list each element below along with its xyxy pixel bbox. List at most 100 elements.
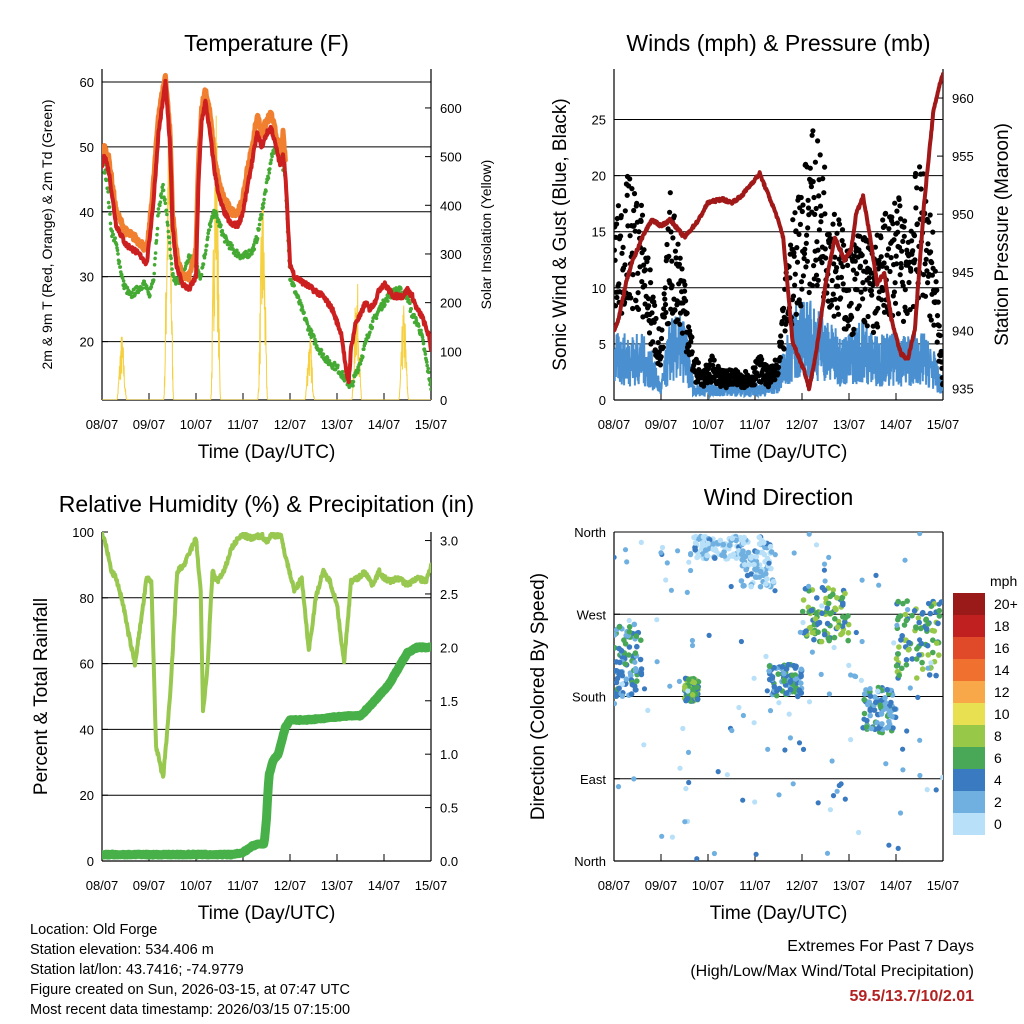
direction-point xyxy=(861,696,867,703)
dewpoint-point xyxy=(165,212,169,217)
y2-tick-label: 1.0 xyxy=(440,747,458,762)
gust-point xyxy=(839,238,845,244)
direction-point xyxy=(873,699,879,706)
direction-point xyxy=(925,652,931,658)
gust-point xyxy=(897,203,903,209)
gust-point xyxy=(894,261,900,267)
direction-point xyxy=(842,796,848,802)
direction-point xyxy=(645,707,651,714)
direction-point xyxy=(818,671,824,678)
dewpoint-point xyxy=(157,210,161,215)
gust-point xyxy=(793,228,799,234)
gust-point xyxy=(649,310,655,316)
x-axis-label: Time (Day/UTC) xyxy=(198,903,336,924)
gust-point xyxy=(882,223,888,229)
direction-point xyxy=(751,561,757,568)
dewpoint-point xyxy=(158,200,163,204)
direction-point xyxy=(863,724,870,730)
direction-point xyxy=(825,600,832,607)
direction-point xyxy=(839,595,845,602)
gust-point xyxy=(662,301,669,308)
direction-point xyxy=(936,601,942,607)
gust-point xyxy=(920,171,926,177)
gust-point xyxy=(883,210,889,216)
dewpoint-point xyxy=(356,368,361,372)
gust-point xyxy=(913,170,919,177)
direction-point xyxy=(861,691,868,697)
dewpoint-point xyxy=(153,256,157,261)
dewpoint-point xyxy=(105,186,110,190)
x-tick-label: 13/07 xyxy=(321,417,354,432)
legend-swatch xyxy=(953,593,985,615)
dewpoint-point xyxy=(361,354,365,359)
panel-2: Winds (mph) & Pressure (mb) 08/07 09/07 10/… xyxy=(550,30,1013,463)
gust-point xyxy=(628,295,634,301)
gust-point xyxy=(688,339,694,345)
gust-point xyxy=(815,247,821,253)
gust-point xyxy=(804,258,811,264)
gust-point xyxy=(790,217,796,223)
gust-point xyxy=(892,280,898,286)
dewpoint-point xyxy=(103,171,107,175)
dewpoint-point xyxy=(425,363,430,368)
gust-point xyxy=(834,305,841,311)
gust-point xyxy=(618,213,624,219)
direction-point xyxy=(813,542,820,548)
direction-point xyxy=(618,647,625,654)
direction-point xyxy=(740,797,746,803)
direction-point xyxy=(743,566,749,573)
direction-point xyxy=(930,649,936,656)
gust-point xyxy=(673,255,679,261)
direction-point xyxy=(736,704,742,711)
direction-point xyxy=(704,552,710,559)
direction-point xyxy=(815,800,821,806)
direction-point xyxy=(806,583,812,589)
gust-point xyxy=(875,305,881,311)
x-axis-label: Time (Day/UTC) xyxy=(198,442,336,463)
direction-point xyxy=(741,534,747,541)
gust-point xyxy=(822,211,828,217)
direction-point xyxy=(614,701,618,707)
direction-point xyxy=(685,676,692,683)
gust-point xyxy=(660,344,667,350)
direction-point xyxy=(764,576,770,582)
gust-point xyxy=(811,263,817,269)
x-tick-label: 08/07 xyxy=(598,417,631,432)
gust-point xyxy=(648,280,654,286)
direction-point xyxy=(809,649,816,655)
gust-point xyxy=(710,362,716,368)
gust-point xyxy=(614,221,620,227)
dewpoint-point xyxy=(300,305,305,309)
direction-point xyxy=(688,567,694,574)
direction-point xyxy=(756,574,763,580)
direction-point xyxy=(766,560,772,566)
gust-point xyxy=(879,297,885,303)
direction-point xyxy=(632,650,639,656)
dewpoint-point xyxy=(148,293,152,298)
x-tick-label: 09/07 xyxy=(133,878,166,893)
direction-point xyxy=(689,637,696,644)
gust-point xyxy=(896,244,903,250)
gust-point xyxy=(850,331,856,337)
gust-point xyxy=(927,212,933,218)
gust-point xyxy=(679,266,685,272)
gust-point xyxy=(862,286,868,292)
dewpoint-point xyxy=(423,352,428,356)
x-tick-label: 08/07 xyxy=(86,878,119,893)
gust-point xyxy=(860,296,866,302)
direction-point xyxy=(856,829,862,836)
y2-tick-label: 0.5 xyxy=(440,801,458,816)
y-tick-label: North xyxy=(574,525,606,540)
dewpoint-point xyxy=(289,277,294,282)
dewpoint-point xyxy=(165,220,170,225)
gust-point xyxy=(851,326,857,332)
gust-point xyxy=(672,248,679,254)
gust-point xyxy=(638,202,645,208)
gust-point xyxy=(751,382,758,388)
gust-point xyxy=(931,322,937,328)
gust-point xyxy=(775,370,781,377)
gust-point xyxy=(895,311,902,317)
y-axis-label: Direction (Colored By Speed) xyxy=(528,573,549,820)
direction-point xyxy=(798,673,804,680)
